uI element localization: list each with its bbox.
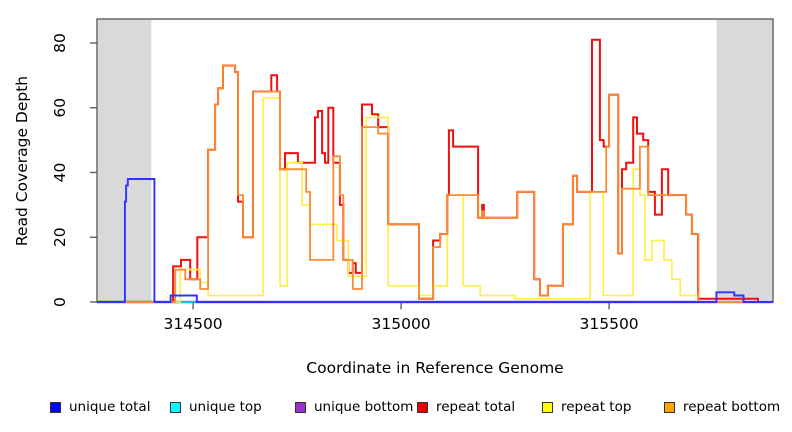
y-tick-label: 0 [51, 297, 69, 307]
x-tick-label: 315500 [580, 315, 639, 333]
y-tick-label: 20 [51, 227, 69, 247]
legend-swatch-unique_top [170, 401, 181, 413]
legend: unique total unique top unique bottom repea… [0, 399, 792, 417]
legend-label: unique bottom [314, 399, 414, 415]
y-tick-label: 40 [51, 163, 69, 183]
series-repeat_bottom [97, 64, 773, 303]
right-gray-band [716, 19, 773, 301]
legend-item-unique_bottom: unique bottom [295, 399, 413, 415]
series-unique_total [97, 178, 773, 303]
legend-swatch-repeat_total [417, 401, 428, 413]
legend-label: repeat top [561, 399, 632, 415]
x-tick-label: 315000 [372, 315, 431, 333]
y-axis-title: Read Coverage Depth [13, 76, 31, 246]
legend-swatch-unique_total [50, 401, 61, 413]
legend-swatch-repeat_bottom [664, 401, 675, 413]
shaded-regions [97, 19, 773, 301]
legend-label: unique total [69, 399, 151, 415]
legend-label: repeat bottom [683, 399, 781, 415]
legend-label: repeat total [436, 399, 516, 415]
legend-swatch-unique_bottom [295, 401, 306, 413]
y-tick-label: 60 [51, 98, 69, 118]
x-axis-title: Coordinate in Reference Genome [306, 359, 563, 377]
legend-item-unique_top: unique top [170, 399, 262, 415]
legend-label: unique top [189, 399, 262, 415]
legend-item-repeat_bottom: repeat bottom [664, 399, 780, 415]
y-tick-label: 80 [51, 33, 69, 53]
legend-item-unique_total: unique total [50, 399, 150, 415]
legend-swatch-repeat_top [542, 401, 553, 413]
legend-item-repeat_total: repeat total [417, 399, 515, 415]
legend-item-repeat_top: repeat top [542, 399, 631, 415]
axes: 314500 315000 315500 0 20 40 60 80 [51, 33, 639, 333]
series-lines [97, 38, 773, 304]
x-tick-label: 314500 [164, 315, 223, 333]
series-repeat_top [97, 97, 773, 303]
coverage-plot: 314500 315000 315500 0 20 40 60 80 Coordinate i… [13, 18, 774, 377]
